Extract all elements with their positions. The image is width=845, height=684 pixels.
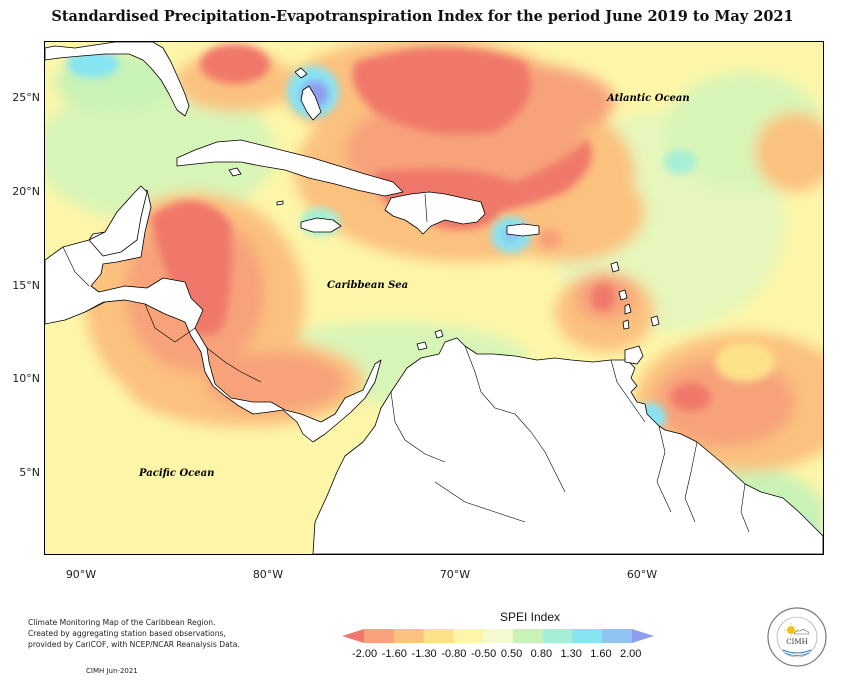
legend-swatch: [602, 629, 633, 643]
legend-tick-label: 0.50: [500, 648, 523, 660]
pacific-ocean-label: Pacific Ocean: [139, 468, 215, 479]
legend-tick-label: -2.00: [352, 648, 378, 660]
legend-swatch: [342, 629, 364, 643]
legend-swatch: [393, 629, 425, 643]
map-title: Standardised Precipitation-Evapotranspir…: [51, 8, 794, 25]
legend-tick-label: -0.80: [441, 648, 467, 660]
legend-swatch: [542, 629, 573, 643]
lon-label-70w: 70°W: [439, 568, 471, 581]
legend-swatch: [512, 629, 544, 643]
lat-label-10n: 10°N: [12, 372, 40, 385]
legend-tick-label: -1.60: [381, 648, 407, 660]
lon-label-80w: 80°W: [252, 568, 284, 581]
logo-text: CIMH: [786, 638, 807, 646]
legend-swatch: [632, 629, 654, 643]
legend-tick-label: -0.50: [471, 648, 497, 660]
legend-tick-label: 1.30: [560, 648, 582, 660]
atlantic-ocean-label: Atlantic Ocean: [607, 93, 690, 104]
legend-swatch: [453, 629, 484, 643]
lon-label-60w: 60°W: [626, 568, 658, 581]
legend-title: SPEI Index: [499, 610, 561, 624]
lat-label-5n: 5°N: [19, 466, 40, 479]
legend-tick-label: -1.30: [411, 648, 437, 660]
lat-label-25n: 25°N: [12, 91, 40, 104]
lon-label-90w: 90°W: [65, 568, 97, 581]
cimh-logo: CIMH: [767, 607, 827, 667]
spei-map: Atlantic Ocean Caribbean Sea Pacific Oce…: [44, 41, 824, 555]
legend-tick-label: 1.60: [590, 648, 612, 660]
legend-swatch: [572, 629, 603, 643]
legend-colorbar: [342, 629, 654, 643]
date-stamp: CIMH Jun-2021: [86, 667, 138, 675]
legend-tick-label: 0.80: [530, 648, 553, 660]
lat-label-20n: 20°N: [12, 185, 40, 198]
spei-map-canvas: [45, 42, 823, 554]
credit-line: Created by aggregating station based obs…: [28, 629, 226, 638]
caribbean-sea-label: Caribbean Sea: [327, 280, 409, 291]
credit-line: provided by CariCOF, with NCEP/NCAR Rean…: [28, 640, 240, 649]
credit-line: Climate Monitoring Map of the Caribbean …: [28, 618, 216, 627]
legend-tick-label: 2.00: [620, 648, 642, 660]
lat-label-15n: 15°N: [12, 279, 40, 292]
credit-text: Climate Monitoring Map of the Caribbean …: [28, 617, 240, 650]
legend-swatch: [364, 629, 395, 643]
legend-swatch: [483, 629, 514, 643]
legend-swatch: [423, 629, 454, 643]
